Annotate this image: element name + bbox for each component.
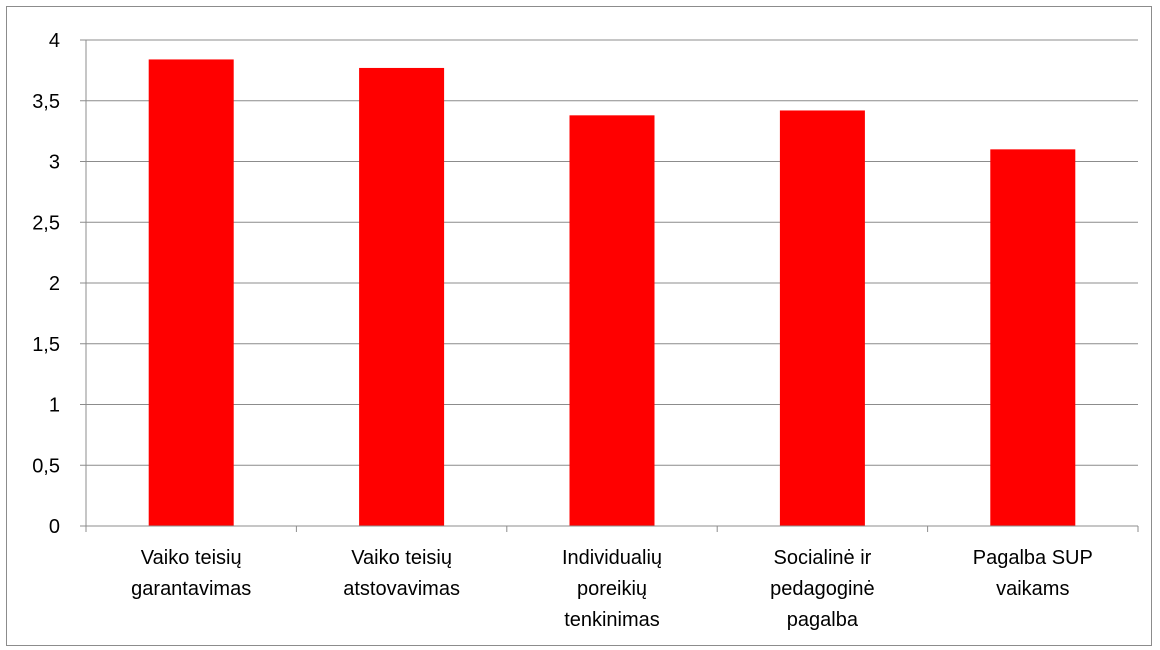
y-tick-label: 0 xyxy=(49,516,60,538)
y-tick-labels: 0 0,5 1 1,5 2 2,5 3 3,5 4 xyxy=(32,30,60,538)
y-tick-label: 3 xyxy=(49,152,60,174)
bar xyxy=(990,149,1076,526)
axes xyxy=(80,39,1139,532)
y-tick-label: 1,5 xyxy=(32,334,60,356)
y-tick-label: 3,5 xyxy=(32,91,60,113)
x-category-label: Vaiko teisių atstovavimas xyxy=(343,547,460,600)
bar xyxy=(359,67,445,526)
bar xyxy=(779,110,865,526)
x-category-labels: Vaiko teisių garantavimas Vaiko teisių atst… xyxy=(131,547,1093,631)
bar xyxy=(148,59,234,526)
y-tick-label: 1 xyxy=(49,395,60,417)
y-tick-label: 0,5 xyxy=(32,455,60,477)
x-category-label: Individualių poreikių tenkinimas xyxy=(562,547,662,631)
bars xyxy=(148,59,1076,526)
y-tick-label: 2,5 xyxy=(32,212,60,234)
x-category-label: Socialinė ir pedagoginė pagalba xyxy=(770,547,875,631)
x-category-label: Pagalba SUP vaikams xyxy=(973,547,1093,600)
bar xyxy=(569,115,655,526)
y-tick-label: 2 xyxy=(49,273,60,295)
x-category-label: Vaiko teisių garantavimas xyxy=(131,547,251,600)
y-tick-label: 4 xyxy=(49,30,60,52)
